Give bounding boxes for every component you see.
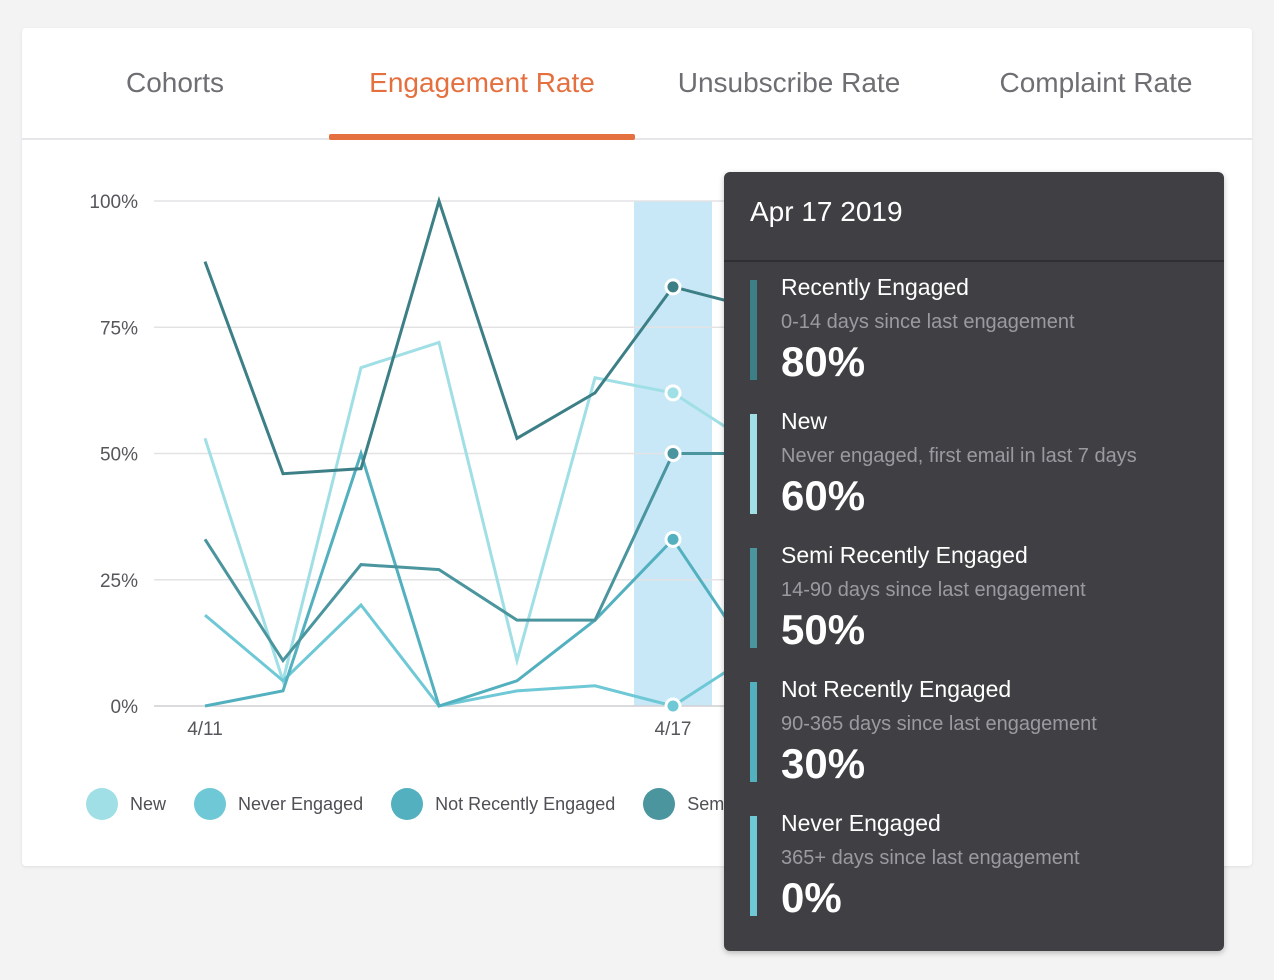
- x-tick-label: 4/11: [187, 719, 223, 740]
- tooltip-entry: Never Engaged 365+ days since last engage…: [750, 810, 1210, 921]
- tooltip-color-bar: [750, 682, 757, 782]
- tooltip-entry: Semi Recently Engaged 14-90 days since la…: [750, 542, 1210, 653]
- tooltip-entry: New Never engaged, first email in last 7 …: [750, 408, 1210, 519]
- tooltip-color-bar: [750, 548, 757, 648]
- legend-swatch: [194, 788, 227, 820]
- series-line: [204, 448, 753, 708]
- chart-legend: New Never Engaged Not Recently Engaged Sem: [86, 786, 752, 822]
- legend-swatch: [643, 788, 676, 820]
- engagement-line-chart: 0% 25% 50% 75% 100% 4/11 4/17: [89, 192, 1210, 740]
- legend-swatch: [391, 788, 424, 820]
- tab-bar: Cohorts Engagement Rate Unsubscribe Rate…: [22, 28, 1252, 140]
- tooltip-color-bar: [750, 414, 757, 514]
- y-tick-label: 100%: [89, 192, 138, 213]
- series-line: [203, 195, 752, 476]
- legend-label: Not Recently Engaged: [435, 793, 616, 814]
- series-point: [664, 278, 682, 296]
- tooltip-series-name: New: [781, 408, 828, 434]
- legend-item[interactable]: New: [86, 788, 166, 820]
- tab-label: Unsubscribe Rate: [677, 67, 901, 98]
- tab-cohorts[interactable]: Cohorts: [22, 28, 328, 138]
- tooltip-series-desc: 90-365 days since last engagement: [781, 713, 1097, 735]
- y-tick-label: 25%: [100, 571, 138, 592]
- legend-item[interactable]: Sem: [643, 788, 724, 820]
- tooltip-series-name: Not Recently Engaged: [781, 676, 1012, 702]
- series-line: [203, 452, 751, 664]
- chart-tooltip: Apr 17 2019 Recently Engaged 0-14 days si…: [724, 172, 1224, 951]
- series-line: [203, 340, 752, 687]
- tooltip-series-name: Never Engaged: [781, 810, 941, 836]
- tooltip-series-desc: Never engaged, first email in last 7 day…: [781, 445, 1137, 467]
- series-point: [664, 530, 682, 548]
- tooltip-series-value: 30%: [781, 740, 866, 787]
- tab-label: Complaint Rate: [999, 67, 1193, 98]
- tooltip-series-name: Semi Recently Engaged: [781, 542, 1028, 568]
- tooltip-color-bar: [750, 816, 757, 916]
- tab-underline: [329, 134, 635, 140]
- tooltip-entry: Not Recently Engaged 90-365 days since la…: [750, 676, 1210, 787]
- legend-label: Never Engaged: [238, 793, 364, 814]
- tooltip-series-name: Recently Engaged: [781, 274, 969, 300]
- series-point: [664, 384, 682, 402]
- tooltip-color-bar: [750, 280, 757, 380]
- tooltip-series-desc: 365+ days since last engagement: [781, 847, 1080, 869]
- y-tick-label: 75%: [100, 318, 138, 339]
- tooltip-series-desc: 14-90 days since last engagement: [781, 579, 1086, 601]
- series-line: [204, 602, 752, 708]
- tab-label: Engagement Rate: [369, 67, 595, 98]
- tooltip-series-value: 60%: [781, 472, 866, 519]
- series-point: [664, 445, 682, 462]
- tooltip-divider: [724, 260, 1224, 262]
- tab-label: Cohorts: [125, 67, 225, 98]
- tab-complaint-rate[interactable]: Complaint Rate: [943, 28, 1249, 138]
- tooltip-series-value: 0%: [781, 874, 842, 921]
- tab-unsubscribe-rate[interactable]: Unsubscribe Rate: [636, 28, 942, 138]
- tooltip-entry: Recently Engaged 0-14 days since last eng…: [750, 274, 1210, 385]
- legend-item[interactable]: Not Recently Engaged: [391, 788, 615, 820]
- tab-engagement-rate[interactable]: Engagement Rate: [329, 28, 635, 140]
- y-tick-label: 0%: [111, 697, 139, 718]
- legend-swatch: [86, 788, 118, 820]
- x-tick-label: 4/17: [655, 719, 692, 740]
- y-tick-label: 50%: [100, 445, 138, 466]
- tooltip-series-value: 50%: [781, 606, 866, 653]
- tooltip-series-value: 80%: [781, 338, 866, 385]
- legend-label: Sem: [687, 793, 725, 814]
- legend-item[interactable]: Never Engaged: [194, 788, 363, 820]
- series-point: [664, 697, 682, 715]
- tooltip-date: Apr 17 2019: [750, 196, 903, 227]
- tooltip-series-desc: 0-14 days since last engagement: [781, 311, 1075, 333]
- legend-label: New: [130, 793, 167, 814]
